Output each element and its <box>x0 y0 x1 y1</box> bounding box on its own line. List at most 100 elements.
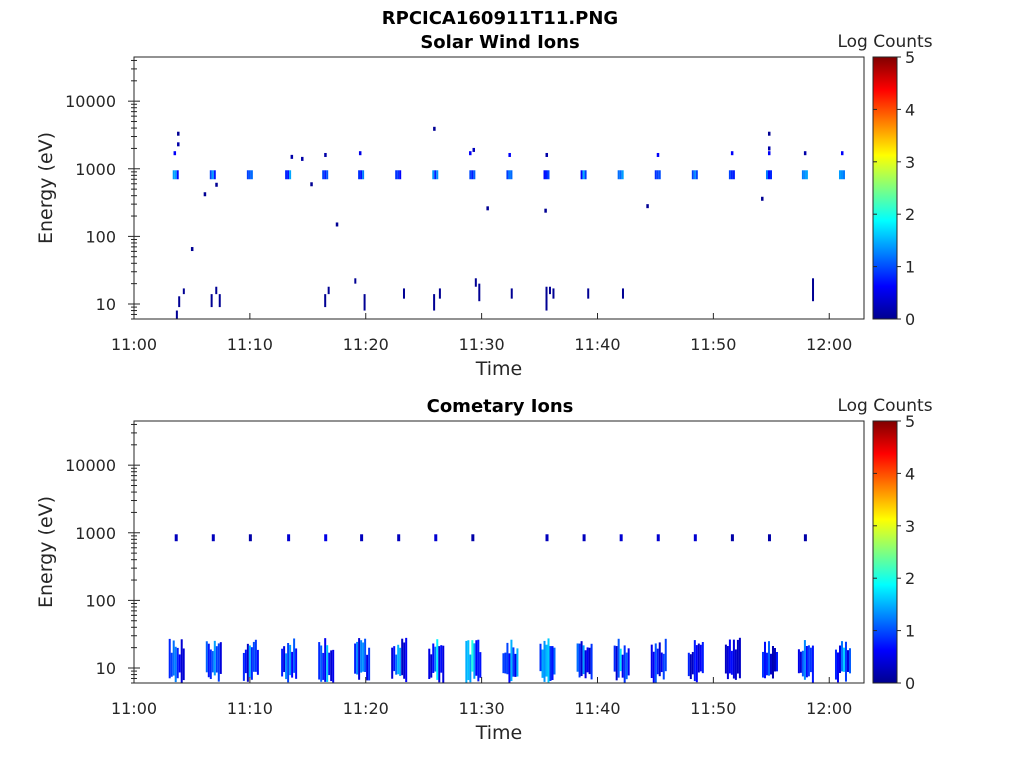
heatmap-cell <box>301 156 304 161</box>
heatmap-cell <box>763 641 766 679</box>
heatmap-cell <box>654 643 657 683</box>
heatmap-cell <box>471 170 474 180</box>
heatmap-cell <box>213 170 216 180</box>
heatmap-cell <box>207 643 210 678</box>
heatmap-cell <box>203 192 207 197</box>
heatmap-cell <box>475 640 478 676</box>
heatmap-cell <box>510 170 513 180</box>
heatmap-cell <box>726 646 729 680</box>
x-tick-label: 11:10 <box>227 699 273 718</box>
heatmap-cell <box>326 170 329 180</box>
heatmap-cell <box>177 131 180 136</box>
x-tick-label: 12:00 <box>806 335 852 354</box>
heatmap-cell <box>218 294 221 308</box>
heatmap-cell <box>767 131 771 136</box>
heatmap-cell <box>844 641 847 682</box>
heatmap-cell <box>547 638 550 683</box>
heatmap-cell <box>508 152 511 157</box>
heatmap-cell <box>428 648 431 680</box>
figure-title: RPCICA160911T11.PNG <box>382 8 618 29</box>
heatmap-cells <box>168 534 851 683</box>
heatmap-cell <box>354 643 357 674</box>
heatmap-cell <box>320 645 323 682</box>
heatmap-cell <box>399 170 402 180</box>
heatmap-cell <box>368 647 371 681</box>
heatmap-cell <box>174 170 177 180</box>
heatmap-cell <box>769 653 772 675</box>
heatmap-cell <box>395 170 398 180</box>
heatmap-cell <box>285 653 288 680</box>
heatmap-cell <box>432 170 435 180</box>
heatmap-cell <box>590 643 593 680</box>
y-tick-label: 10000 <box>65 456 116 475</box>
y-tick-label: 100 <box>85 227 116 246</box>
colorbar: 0 1 2 3 4 5 Log Counts <box>837 396 932 693</box>
heatmap-cell <box>621 170 624 180</box>
heatmap-cell <box>730 650 733 675</box>
heatmap-cell <box>761 651 764 678</box>
heatmap-cell <box>473 170 476 180</box>
heatmap-cell <box>403 642 406 679</box>
heatmap-cell <box>401 638 404 676</box>
heatmap-cell <box>326 645 329 682</box>
heatmap-cell <box>397 644 400 675</box>
heatmap-cell <box>728 639 731 674</box>
heatmap-cell <box>211 170 214 180</box>
heatmap-cell <box>805 646 808 678</box>
heatmap-cell <box>662 653 665 680</box>
heatmap-cell <box>246 170 249 180</box>
heatmap-cell <box>543 640 546 682</box>
colorbar-label: Log Counts <box>837 396 932 416</box>
heatmap-cell <box>391 647 394 679</box>
heatmap-cell <box>318 642 321 680</box>
y-axis: 10 100 1000 10000 <box>65 59 140 320</box>
colorbar-tick-label: 4 <box>905 464 915 483</box>
x-tick-label: 11:00 <box>111 335 157 354</box>
y-axis: 10 100 1000 10000 <box>65 423 140 684</box>
heatmap-cell <box>765 652 768 676</box>
heatmap-cell <box>433 126 436 131</box>
heatmap-cell <box>730 534 734 542</box>
heatmap-cell <box>215 182 218 187</box>
heatmap-cell <box>848 648 851 674</box>
heatmap-cell <box>691 170 694 180</box>
heatmap-cell <box>656 648 659 675</box>
heatmap-cell <box>405 637 408 683</box>
heatmap-cell <box>775 651 778 672</box>
x-tick-label: 11:00 <box>111 699 157 718</box>
heatmap-cell <box>553 647 556 675</box>
y-tick-label: 1000 <box>75 160 116 179</box>
x-axis-label: Time <box>475 722 523 744</box>
heatmap-cell <box>178 296 181 308</box>
heatmap-cell <box>289 644 292 676</box>
heatmap-cell <box>173 151 177 156</box>
heatmap-cell <box>474 278 477 287</box>
heatmap-cell <box>287 534 291 542</box>
heatmap-cell <box>213 640 216 676</box>
heatmap-cell <box>578 643 581 678</box>
heatmap-cell <box>281 648 284 677</box>
heatmap-cell <box>174 534 178 542</box>
heatmap-cell <box>508 170 511 180</box>
panel-title: Solar Wind Ions <box>420 32 579 53</box>
heatmap-cell <box>801 170 804 180</box>
heatmap-cell <box>765 170 768 180</box>
heatmap-cell <box>545 170 548 180</box>
heatmap-cell <box>549 646 552 681</box>
heatmap-cell <box>473 643 476 679</box>
heatmap-cell <box>545 286 548 311</box>
heatmap-cell <box>656 170 659 180</box>
heatmap-cell <box>623 645 626 683</box>
heatmap-cell <box>440 645 443 673</box>
heatmap-cell <box>310 182 313 187</box>
heatmap-cell <box>506 642 509 675</box>
heatmap-cell <box>691 651 694 675</box>
heatmap-cell <box>174 646 177 683</box>
heatmap-cell <box>584 170 587 180</box>
heatmap-cell <box>469 654 472 683</box>
heatmap-cell <box>652 651 655 683</box>
heatmap-cell <box>332 649 335 683</box>
y-tick-label: 10 <box>96 659 116 678</box>
heatmap-cell <box>244 649 247 674</box>
heatmap-cell <box>767 170 770 180</box>
